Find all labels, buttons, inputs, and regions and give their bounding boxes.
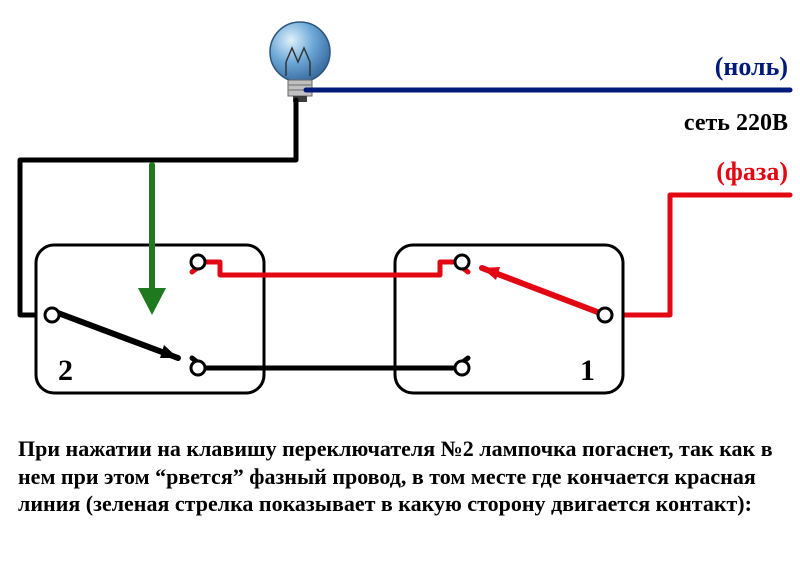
circuit-svg: (ноль) сеть 220В (фаза) 2 1 (0, 0, 800, 430)
caption-text: При нажатии на клавишу переключателя №2 … (18, 435, 778, 518)
switch-left-number: 2 (58, 354, 73, 387)
neutral-label: (ноль) (715, 52, 788, 81)
phase-label: (фаза) (716, 157, 788, 186)
switch-right-number: 1 (580, 354, 595, 387)
mains-label: сеть 220В (684, 110, 788, 136)
phase-wire (610, 195, 790, 315)
diagram-canvas: (ноль) сеть 220В (фаза) 2 1 При нажатии … (0, 0, 800, 571)
green-arrow-icon (138, 165, 166, 315)
